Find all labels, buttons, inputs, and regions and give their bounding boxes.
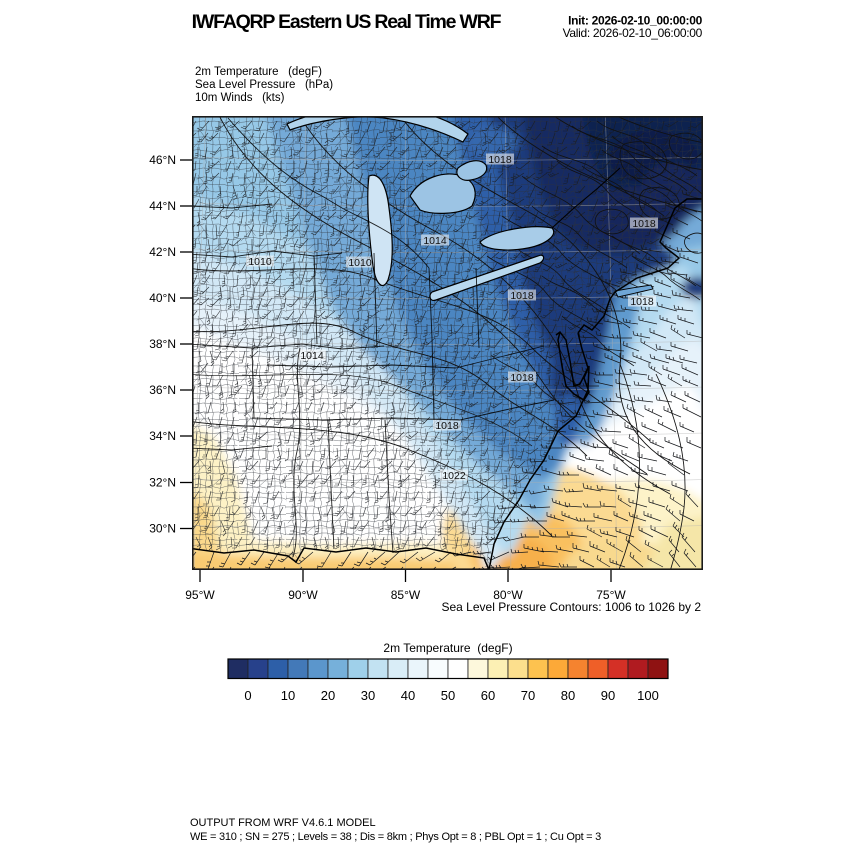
svg-text:Sea Level Pressure Contours: 1: Sea Level Pressure Contours: 1006 to 102…: [442, 600, 702, 614]
svg-text:10m Winds (kts): 10m Winds (kts): [195, 92, 285, 104]
svg-text:36°N: 36°N: [149, 383, 176, 397]
svg-text:46°N: 46°N: [149, 153, 176, 167]
svg-text:2m Temperature (degF): 2m Temperature (degF): [195, 66, 322, 78]
svg-text:1014: 1014: [423, 235, 447, 247]
svg-text:0: 0: [244, 688, 251, 703]
svg-text:44°N: 44°N: [149, 199, 176, 213]
svg-text:1018: 1018: [435, 420, 459, 432]
svg-text:30: 30: [361, 688, 375, 703]
svg-text:42°N: 42°N: [149, 245, 176, 259]
svg-text:95°W: 95°W: [185, 588, 215, 602]
svg-text:1014: 1014: [300, 350, 324, 362]
svg-text:10: 10: [281, 688, 295, 703]
svg-text:1010: 1010: [348, 257, 372, 269]
svg-text:1010: 1010: [248, 256, 272, 268]
svg-text:1022: 1022: [442, 470, 466, 482]
svg-text:Init: 2026-02-10_00:00:00: Init: 2026-02-10_00:00:00: [568, 14, 703, 28]
svg-text:80°W: 80°W: [493, 588, 523, 602]
svg-text:1018: 1018: [510, 372, 534, 384]
svg-text:2m Temperature (degF): 2m Temperature (degF): [383, 641, 512, 655]
svg-text:30°N: 30°N: [149, 522, 176, 536]
svg-text:1018: 1018: [488, 154, 512, 166]
svg-text:90°W: 90°W: [288, 588, 318, 602]
svg-text:40: 40: [401, 688, 415, 703]
svg-text:Sea Level Pressure (hPa): Sea Level Pressure (hPa): [195, 79, 333, 91]
svg-text:38°N: 38°N: [149, 337, 176, 351]
svg-text:1018: 1018: [632, 218, 656, 230]
svg-text:32°N: 32°N: [149, 476, 176, 490]
svg-text:85°W: 85°W: [391, 588, 421, 602]
svg-text:Valid: 2026-02-10_06:00:00: Valid: 2026-02-10_06:00:00: [563, 26, 703, 40]
svg-text:80: 80: [561, 688, 575, 703]
svg-text:20: 20: [321, 688, 335, 703]
svg-text:50: 50: [441, 688, 455, 703]
svg-text:OUTPUT FROM WRF V4.6.1 MODEL: OUTPUT FROM WRF V4.6.1 MODEL: [190, 817, 376, 829]
svg-text:34°N: 34°N: [149, 429, 176, 443]
svg-text:1018: 1018: [630, 296, 654, 308]
svg-text:40°N: 40°N: [149, 291, 176, 305]
svg-text:60: 60: [481, 688, 495, 703]
svg-text:75°W: 75°W: [596, 588, 626, 602]
svg-text:WE = 310 ; SN = 275 ; Levels =: WE = 310 ; SN = 275 ; Levels = 38 ; Dis …: [190, 831, 601, 843]
svg-text:70: 70: [521, 688, 535, 703]
svg-text:IWFAQRP Eastern US Real Time W: IWFAQRP Eastern US Real Time WRF: [192, 11, 502, 33]
svg-text:1018: 1018: [510, 290, 534, 302]
svg-text:90: 90: [601, 688, 615, 703]
svg-text:100: 100: [637, 688, 659, 703]
